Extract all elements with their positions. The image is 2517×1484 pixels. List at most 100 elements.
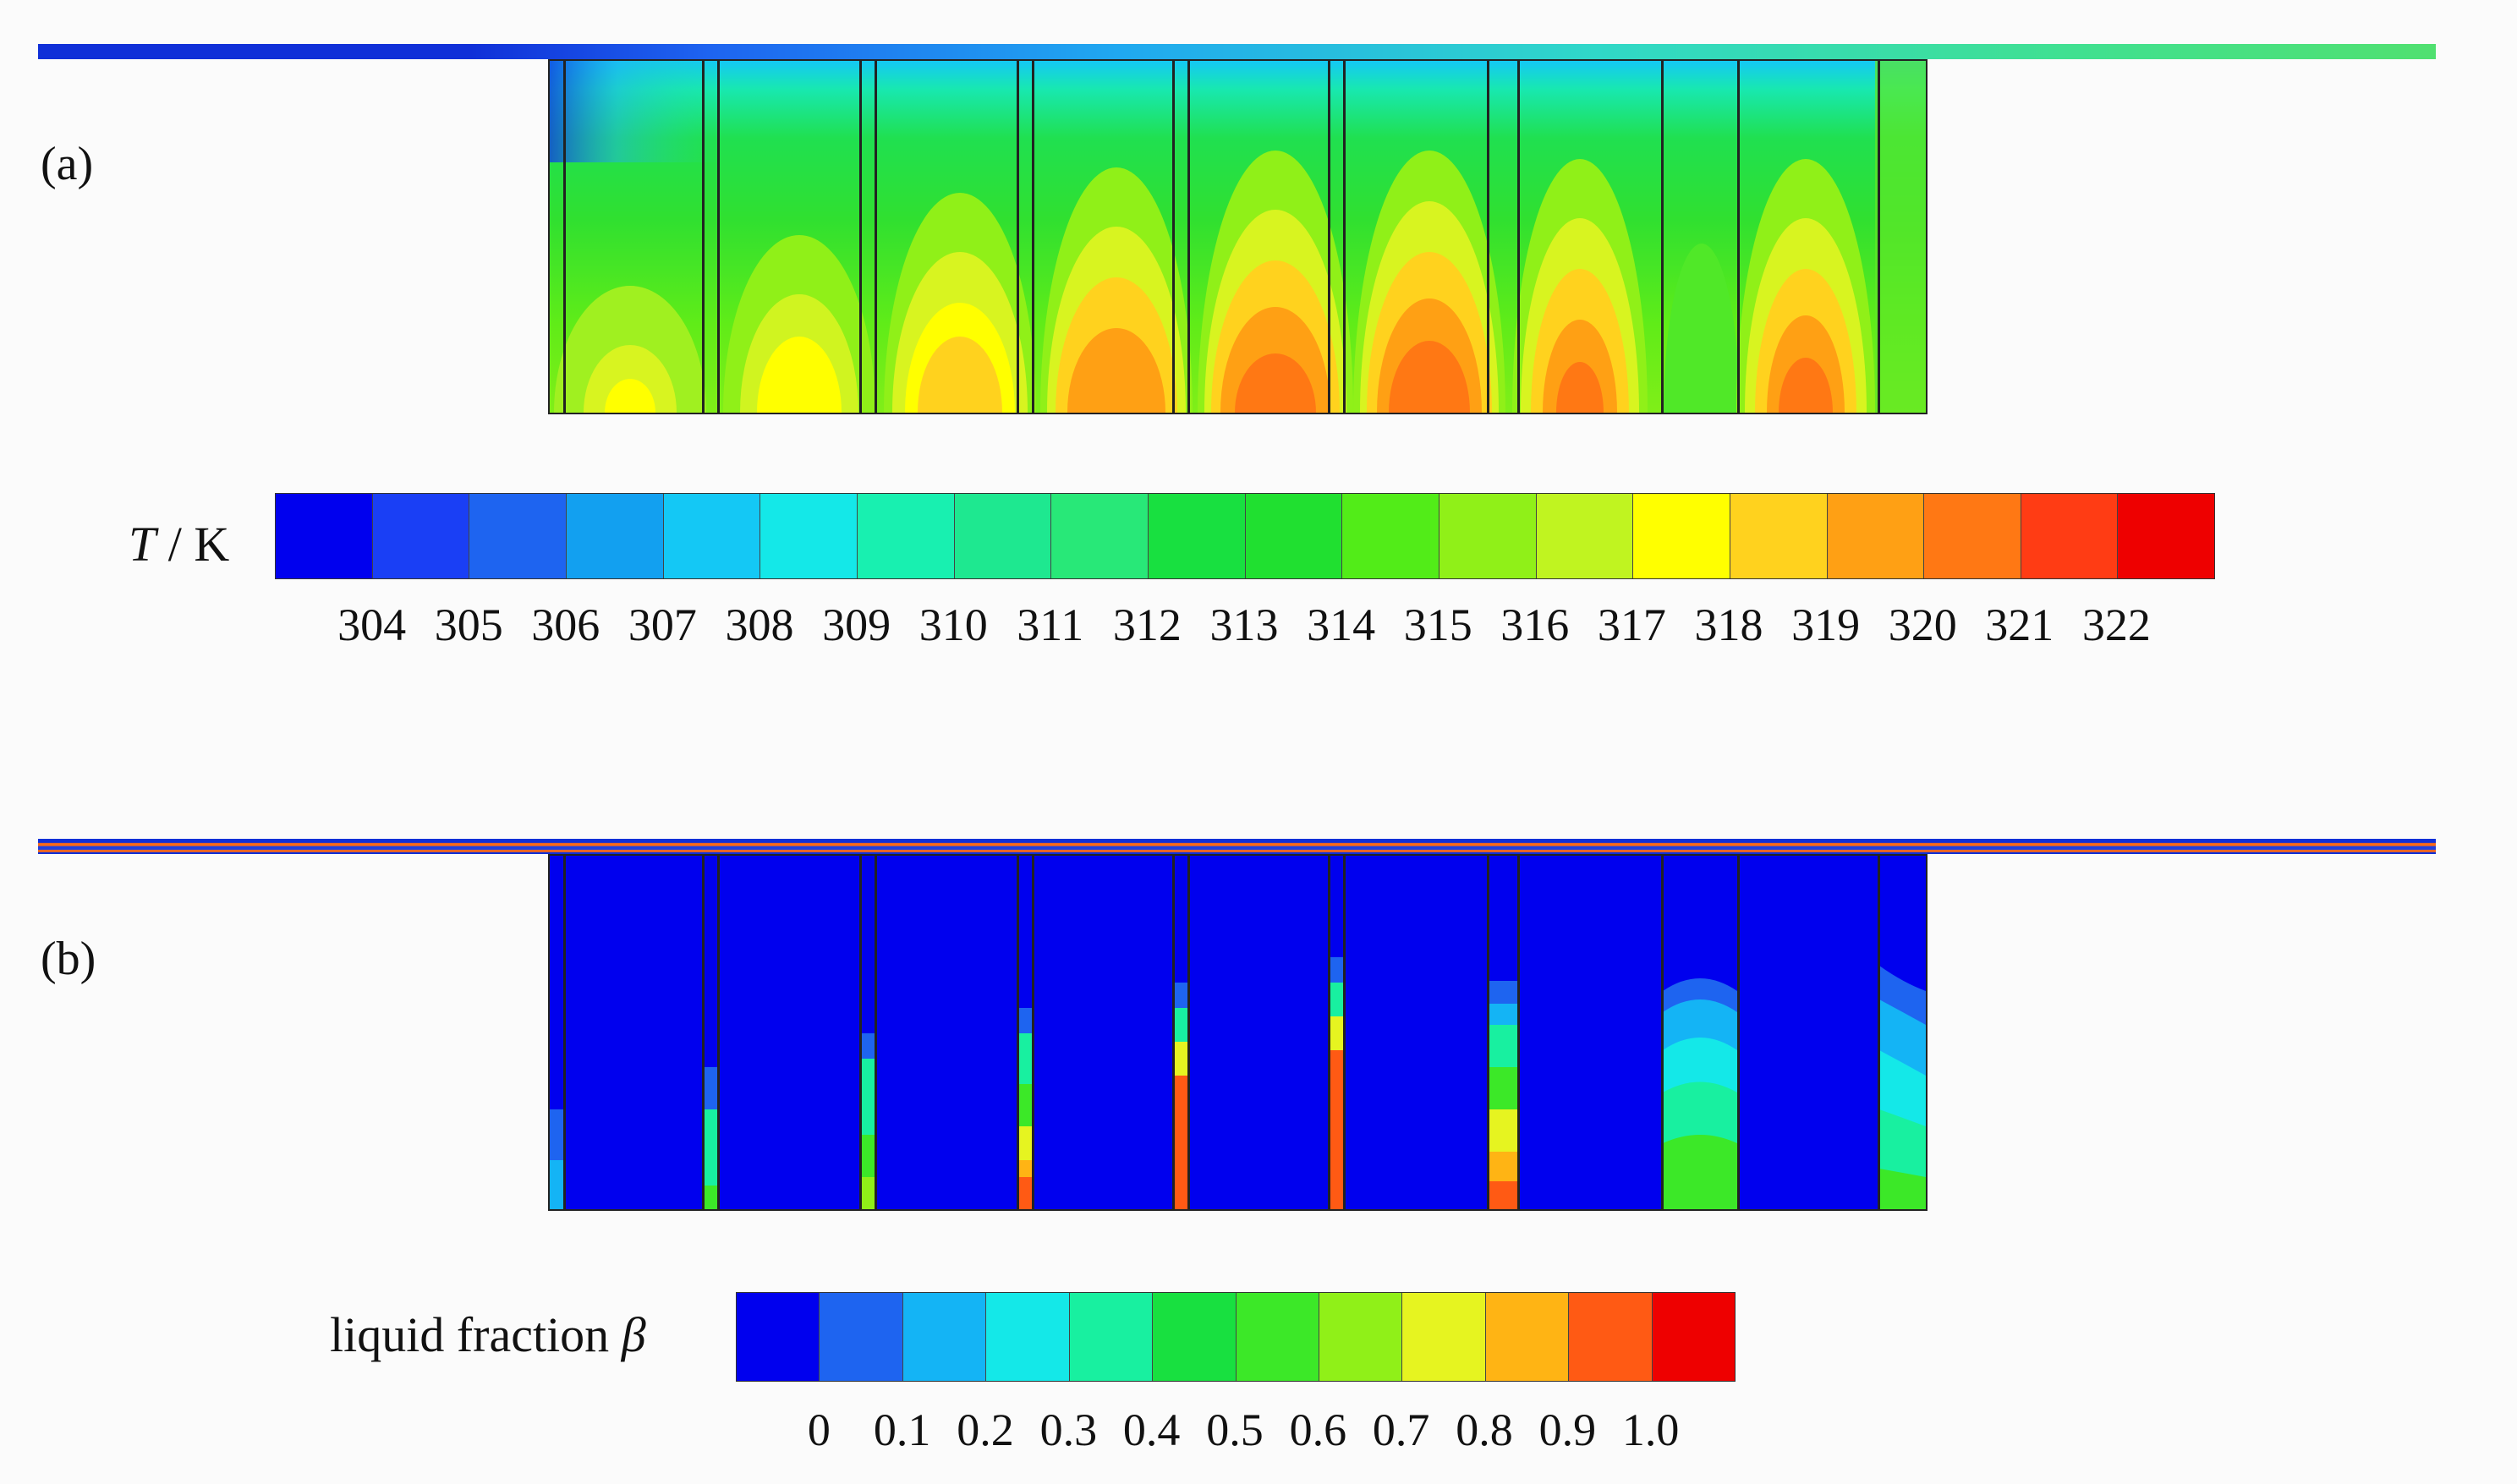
cell-divider xyxy=(1878,61,1880,413)
liquid-fraction-contour-field xyxy=(548,854,1928,1211)
temperature-swatch-4 xyxy=(663,494,761,578)
temperature-tick-label: 310 xyxy=(919,600,988,650)
temperature-tick-label: 308 xyxy=(725,600,794,650)
temperature-tick-label: 320 xyxy=(1888,600,1957,650)
temperature-legend-title: T / K xyxy=(129,516,229,572)
temperature-swatch-9 xyxy=(1148,494,1246,578)
melt-column-3 xyxy=(1018,1008,1032,1209)
temperature-swatch-19 xyxy=(2118,494,2215,578)
temperature-contour-svg xyxy=(550,61,1926,413)
liquid-fraction-contour-svg xyxy=(550,856,1926,1209)
liquid-fraction-swatch-3 xyxy=(986,1293,1070,1381)
liquid-fraction-swatch-7 xyxy=(1319,1293,1403,1381)
cell-divider xyxy=(717,856,720,1209)
panel-b-label: (b) xyxy=(41,933,96,985)
cell-divider xyxy=(717,61,720,413)
cell-divider xyxy=(1343,61,1346,413)
liquid-fraction-swatch-4 xyxy=(1069,1293,1154,1381)
cell-divider xyxy=(1517,61,1520,413)
liquid-fraction-swatch-6 xyxy=(1236,1293,1319,1381)
temperature-swatch-8 xyxy=(1051,494,1149,578)
temperature-swatch-13 xyxy=(1536,494,1634,578)
liquid-fraction-tick-label: 0.1 xyxy=(873,1405,931,1455)
temperature-tick-label: 319 xyxy=(1791,600,1861,650)
temperature-swatch-2 xyxy=(469,494,567,578)
temperature-color-scale xyxy=(275,493,2215,579)
temperature-swatch-16 xyxy=(1827,494,1925,578)
hotspot-3 xyxy=(884,193,1036,413)
temperature-tick-label: 304 xyxy=(337,600,407,650)
hotspot-5 xyxy=(1198,151,1353,413)
temperature-tick-label: 321 xyxy=(1985,600,2054,650)
hotspot-6 xyxy=(1353,151,1505,413)
cell-divider xyxy=(1328,856,1330,1209)
cell-divider xyxy=(1017,856,1019,1209)
liquid-fraction-tick-label: 0.5 xyxy=(1206,1405,1264,1455)
liquid-fraction-color-scale xyxy=(736,1292,1736,1382)
temperature-tick-label: 305 xyxy=(434,600,503,650)
hotspot-4 xyxy=(1040,167,1193,413)
liquid-fraction-tick-label: 0.8 xyxy=(1456,1405,1513,1455)
melt-column-1 xyxy=(704,1067,717,1209)
cell-divider xyxy=(1517,856,1520,1209)
cell-divider xyxy=(1017,61,1019,413)
temperature-tick-label: 314 xyxy=(1307,600,1376,650)
cell-divider xyxy=(1172,61,1175,413)
liquid-fraction-tick-label: 1.0 xyxy=(1621,1405,1680,1455)
liquid-fraction-tick-label: 0.2 xyxy=(957,1405,1014,1455)
cell-divider xyxy=(563,856,566,1209)
legend-symbol-T: T xyxy=(129,517,156,572)
temperature-tick-label: 313 xyxy=(1209,600,1279,650)
temperature-tick-label: 315 xyxy=(1403,600,1472,650)
legend-symbol-beta: β xyxy=(621,1307,646,1362)
cell-divider xyxy=(702,856,705,1209)
panel-b-top-plate xyxy=(38,839,2436,854)
hotspot-9 xyxy=(1736,159,1875,413)
liquid-fraction-swatch-2 xyxy=(902,1293,987,1381)
cell-divider xyxy=(1343,856,1346,1209)
cell-divider xyxy=(702,61,705,413)
temperature-swatch-15 xyxy=(1730,494,1828,578)
temperature-scale-ticks: 304 305 306 307 308 309 310 311 312 313 314 315 316 3… xyxy=(275,599,2213,658)
temperature-swatch-11 xyxy=(1342,494,1439,578)
melt-zone-wide xyxy=(1663,978,1737,1209)
hotspot-7 xyxy=(1512,159,1648,413)
cell-divider xyxy=(1737,61,1740,413)
melt-column-2 xyxy=(861,1033,875,1209)
liquid-fraction-tick-label: 0.9 xyxy=(1538,1405,1597,1455)
melt-column-6 xyxy=(1489,981,1517,1209)
hotspot-2 xyxy=(723,235,875,413)
liquid-fraction-legend-title: liquid fraction β xyxy=(330,1306,646,1363)
melt-column-5 xyxy=(1330,957,1343,1209)
liquid-fraction-swatch-10 xyxy=(1569,1293,1653,1381)
cell-divider xyxy=(859,856,862,1209)
legend-text: liquid fraction xyxy=(330,1307,622,1362)
cell-divider xyxy=(563,61,566,413)
temperature-tick-label: 316 xyxy=(1500,600,1570,650)
cell-divider xyxy=(1187,856,1190,1209)
temperature-contour-field xyxy=(548,59,1928,414)
liquid-fraction-swatch-11 xyxy=(1652,1293,1736,1381)
temperature-tick-label: 309 xyxy=(822,600,891,650)
temperature-swatch-5 xyxy=(760,494,858,578)
cell-divider xyxy=(1187,61,1190,413)
cell-divider xyxy=(859,61,862,413)
liquid-fraction-swatch-5 xyxy=(1153,1293,1237,1381)
melt-zone-right xyxy=(1879,966,1926,1209)
temperature-swatch-18 xyxy=(2021,494,2119,578)
liquid-fraction-tick-label: 0.4 xyxy=(1122,1405,1181,1455)
panel-a-top-plate xyxy=(38,44,2436,59)
temperature-tick-label: 306 xyxy=(531,600,600,650)
liquid-fraction-swatch-9 xyxy=(1485,1293,1570,1381)
cell-divider xyxy=(1328,61,1330,413)
temperature-swatch-1 xyxy=(372,494,470,578)
liquid-fraction-swatch-0 xyxy=(737,1293,820,1381)
cell-divider xyxy=(1032,856,1034,1209)
temperature-tick-label: 317 xyxy=(1597,600,1666,650)
temperature-swatch-6 xyxy=(857,494,955,578)
cell-divider xyxy=(875,856,877,1209)
temperature-swatch-7 xyxy=(954,494,1052,578)
temperature-tick-label: 318 xyxy=(1694,600,1763,650)
liquid-fraction-tick-label: 0.3 xyxy=(1039,1405,1098,1455)
liquid-fraction-scale-ticks: 0 0.1 0.2 0.3 0.4 0.5 0.6 0.7 0.8 0.9 1.0 xyxy=(736,1404,1734,1463)
